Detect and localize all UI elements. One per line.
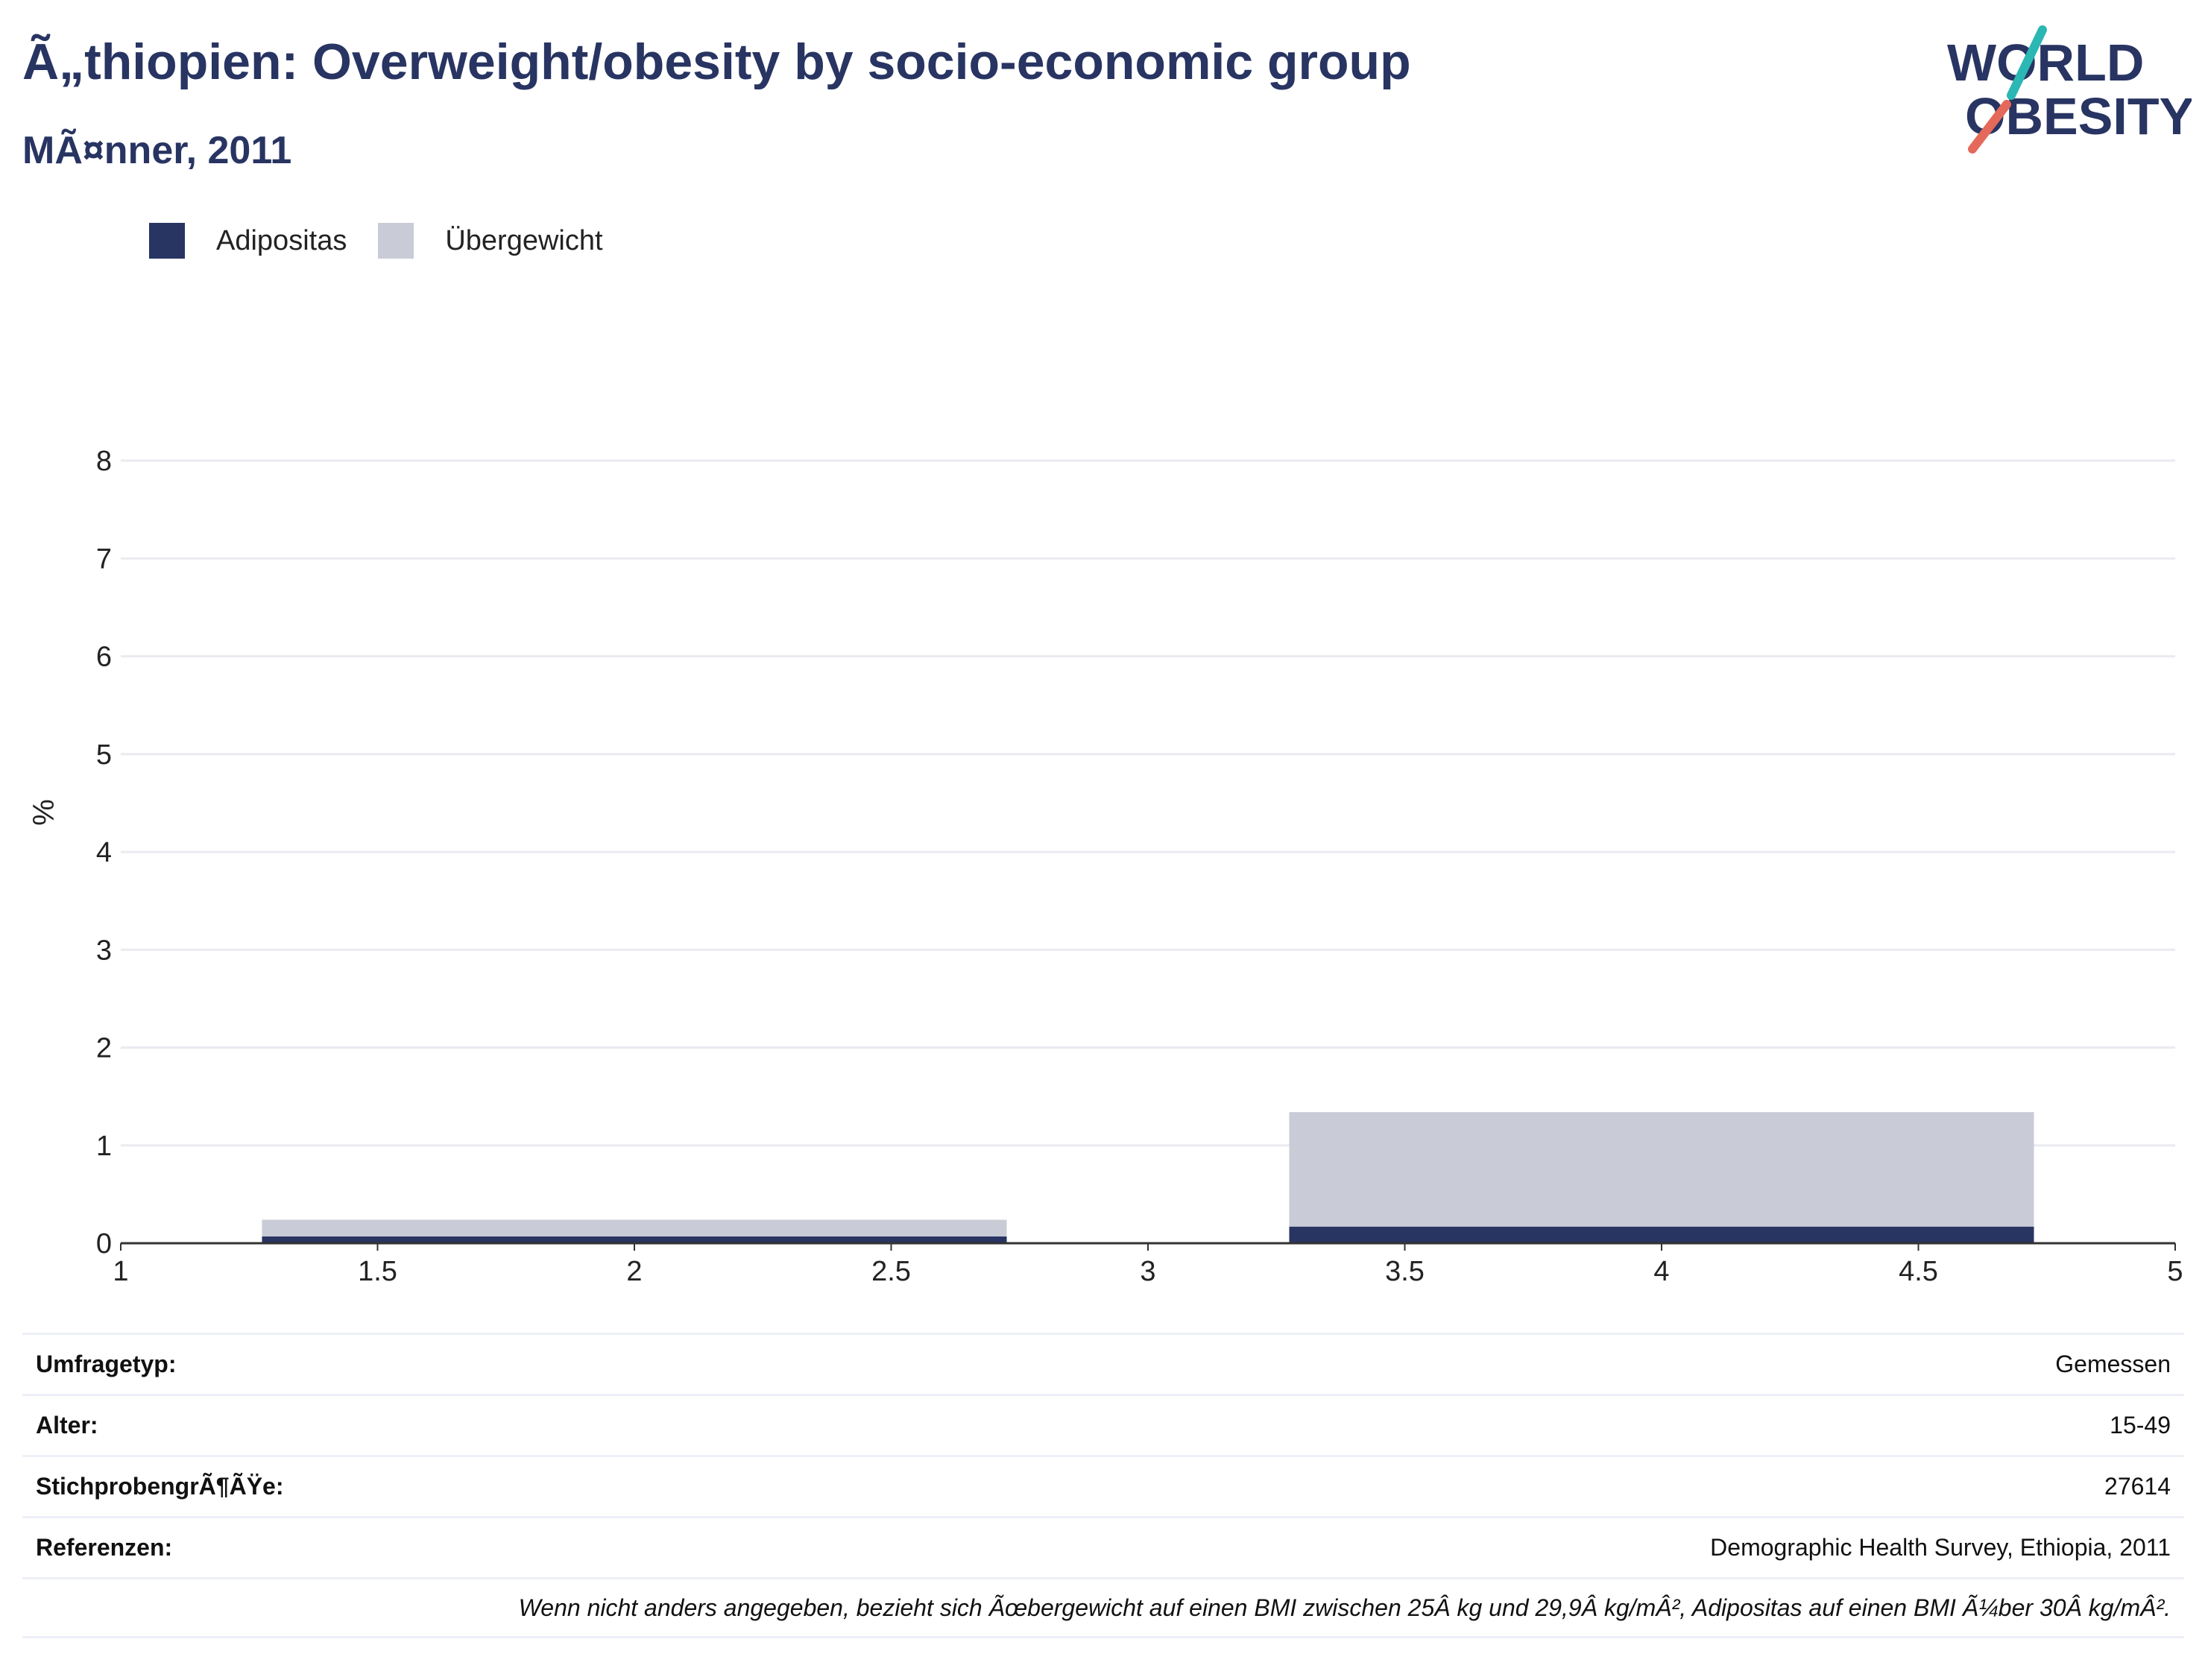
bar-bergewicht[interactable] (1289, 1112, 2034, 1227)
y-tick-label: 6 (96, 642, 112, 673)
bar-adipositas[interactable] (1289, 1226, 2034, 1243)
grid-lines (121, 459, 2175, 1147)
info-label: StichprobengrÃ¶ÃŸe: (36, 1473, 284, 1500)
y-axis-label: % (28, 799, 60, 826)
x-tick-label: 2 (626, 1256, 642, 1287)
y-tick-label: 1 (96, 1131, 112, 1162)
world-obesity-logo: WORLD OBESITY (1947, 25, 2192, 154)
info-label: Referenzen: (36, 1534, 173, 1561)
legend-label-uebergewicht: Übergewicht (445, 224, 603, 256)
y-tick-label: 5 (96, 739, 112, 771)
y-tick-label: 2 (96, 1033, 112, 1064)
x-tick-label: 1 (113, 1256, 128, 1287)
info-value: 15-49 (2110, 1412, 2171, 1439)
y-tick-label: 7 (96, 543, 112, 575)
bar-bergewicht[interactable] (262, 1219, 1007, 1237)
x-tick-label: 3 (1140, 1256, 1155, 1287)
legend-swatch-adipositas (149, 223, 185, 259)
legend-item-uebergewicht[interactable]: Übergewicht (378, 223, 603, 259)
info-row-survey-type: Umfragetyp: Gemessen (22, 1333, 2184, 1394)
y-tick-label: 0 (96, 1228, 112, 1260)
x-tick-label: 2.5 (871, 1256, 911, 1287)
info-label: Alter: (36, 1412, 98, 1439)
info-label: Umfragetyp: (36, 1351, 177, 1377)
y-tick-label: 4 (96, 837, 112, 868)
info-row-age: Alter: 15-49 (22, 1394, 2184, 1455)
chart-title: Ã„thiopien: Overweight/obesity by socio-… (22, 34, 1411, 90)
y-tick-label: 3 (96, 935, 112, 966)
legend: Adipositas Übergewicht (149, 222, 634, 259)
footnote: Wenn nicht anders angegeben, bezieht sic… (22, 1577, 2184, 1638)
bar-adipositas[interactable] (262, 1236, 1007, 1243)
x-tick-label: 4 (1653, 1256, 1669, 1287)
chart-subtitle: MÃ¤nner, 2011 (22, 129, 292, 172)
logo-slash-bottom (1968, 100, 2011, 154)
x-tick-label: 3.5 (1385, 1256, 1425, 1287)
info-row-references: Referenzen: Demographic Health Survey, E… (22, 1516, 2184, 1577)
x-tick-label: 4.5 (1899, 1256, 1938, 1287)
y-tick-label: 8 (96, 446, 112, 477)
info-value: Gemessen (2055, 1351, 2171, 1377)
info-value: Demographic Health Survey, Ethiopia, 201… (1710, 1534, 2171, 1561)
x-tick-label: 5 (2167, 1256, 2183, 1287)
legend-label-adipositas: Adipositas (216, 224, 347, 256)
logo-slash-top (2007, 25, 2047, 100)
info-table: Umfragetyp: Gemessen Alter: 15-49 Stichp… (22, 1333, 2184, 1638)
bars (262, 1112, 2034, 1243)
legend-swatch-uebergewicht (378, 223, 414, 259)
logo-line-1: WORLD (1947, 34, 2144, 92)
x-tick-label: 1.5 (358, 1256, 397, 1287)
info-value: 27614 (2104, 1473, 2171, 1500)
info-row-sample-size: StichprobengrÃ¶ÃŸe: 27614 (22, 1455, 2184, 1516)
legend-item-adipositas[interactable]: Adipositas (149, 223, 347, 259)
